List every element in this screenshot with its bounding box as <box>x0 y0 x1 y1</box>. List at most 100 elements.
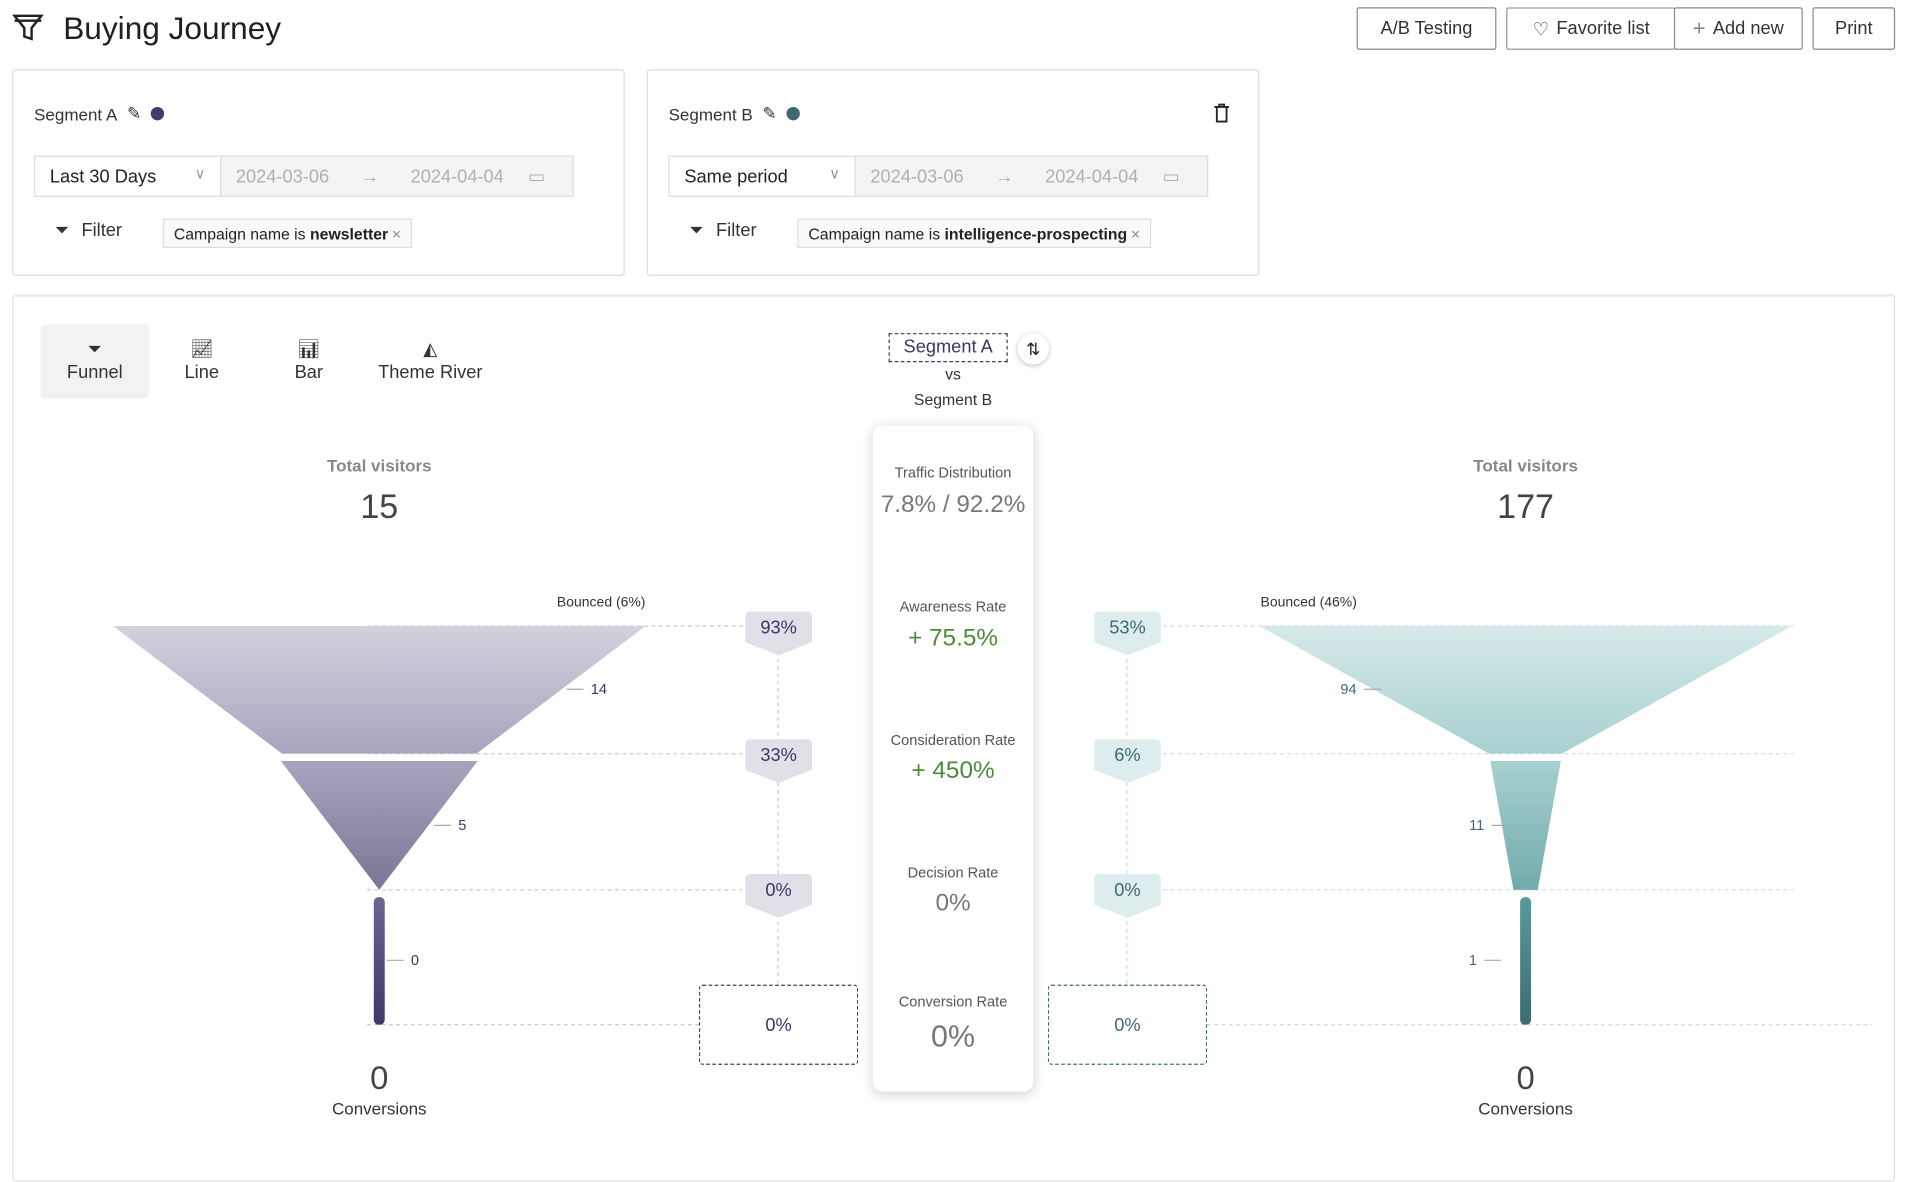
rate-value: 0% <box>1114 880 1141 901</box>
primary-segment-toggle[interactable]: Segment A <box>888 333 1008 363</box>
filter-value: intelligence-prospecting <box>944 224 1128 244</box>
total-visitors-label: Total visitors <box>326 455 432 476</box>
stage-value: 1 <box>1469 953 1477 969</box>
trash-icon[interactable] <box>1213 103 1230 123</box>
stage-value: 11 <box>1469 818 1484 834</box>
funnel-stage-consideration <box>1490 760 1561 890</box>
segment-color-dot <box>786 106 800 121</box>
close-icon[interactable]: × <box>391 224 402 244</box>
period-value: Last 30 Days <box>49 166 157 188</box>
segment-b-card: Segment B ✎ Same period ∨ 2024-03-06 → 2024-… <box>646 69 1260 276</box>
metric-value: + 450% <box>911 757 995 785</box>
filter-label: Filter <box>81 220 122 241</box>
tab-line[interactable]: 📈︎ Line <box>148 325 255 397</box>
segment-a-card: Segment A ✎ Last 30 Days ∨ 2024-03-06 → 2024… <box>12 69 625 276</box>
page-title: Buying Journey <box>63 9 282 47</box>
arrow-right-icon: → <box>995 165 1014 187</box>
conversions-value: 0 <box>370 1060 389 1097</box>
metric-label: Traffic Distribution <box>894 464 1012 482</box>
start-date: 2024-03-06 <box>870 165 964 187</box>
metric-value: 7.8% / 92.2% <box>880 491 1026 518</box>
rate-value: 93% <box>760 617 797 639</box>
funnel-stage-decision <box>373 897 385 1025</box>
metric-label: Consideration Rate <box>890 731 1016 749</box>
filter-tag: Campaign name is newsletter × <box>162 218 412 248</box>
calendar-icon: ▭ <box>528 166 546 188</box>
stage-value: 0 <box>411 953 419 969</box>
metric-label: Conversion Rate <box>898 993 1008 1011</box>
arrow-right-icon: → <box>360 165 379 187</box>
segment-name: Segment A <box>34 103 118 124</box>
total-visitors-value: 15 <box>360 487 399 526</box>
filter-button[interactable]: ⏷ Filter <box>55 220 122 241</box>
line-chart-icon: 📈︎ <box>190 339 214 360</box>
bounced-label: Bounced (46%) <box>1261 594 1357 610</box>
filter-icon: ⏷ <box>689 220 704 241</box>
ab-testing-button[interactable]: A/B Testing <box>1356 7 1497 50</box>
favorite-list-label: Favorite list <box>1556 18 1650 39</box>
end-date: 2024-04-04 <box>1045 165 1139 187</box>
filter-tag: Campaign name is intelligence-prospectin… <box>797 218 1152 248</box>
tab-bar[interactable]: 📊︎ Bar <box>255 325 362 397</box>
conversions-label: Conversions <box>1478 1098 1573 1119</box>
favorite-list-button[interactable]: ♡ Favorite list <box>1506 7 1676 50</box>
heart-icon: ♡ <box>1532 18 1550 40</box>
add-new-button[interactable]: + Add new <box>1673 7 1803 50</box>
conversion-rate-box: 0% <box>698 984 859 1065</box>
conversion-rate-box: 0% <box>1047 984 1208 1065</box>
print-label: Print <box>1835 18 1873 39</box>
edit-icon[interactable]: ✎ <box>127 103 142 123</box>
add-new-label: Add new <box>1712 18 1784 39</box>
segment-name: Segment B <box>668 103 753 124</box>
tab-label: Bar <box>294 362 323 383</box>
bar-chart-icon: 📊︎ <box>297 339 321 360</box>
filter-prefix: Campaign name is <box>173 224 306 244</box>
conversions-value: 0 <box>1516 1060 1535 1097</box>
rate-value: 0% <box>765 880 792 901</box>
funnel-stage-awareness <box>113 626 646 754</box>
bounced-label: Bounced (6%) <box>557 594 646 610</box>
tab-label: Line <box>184 362 220 383</box>
funnel-stage-awareness <box>1259 626 1792 754</box>
stage-value: 94 <box>1340 682 1356 698</box>
filter-button[interactable]: ⏷ Filter <box>689 220 756 241</box>
vs-label: vs <box>945 364 961 383</box>
date-range-input[interactable]: 2024-03-06 → 2024-04-04 ▭ <box>854 155 1209 197</box>
metric-value: 0% <box>935 889 971 917</box>
segment-color-dot <box>151 106 165 121</box>
chevron-down-icon: ∨ <box>194 165 206 183</box>
chevron-down-icon: ∨ <box>829 165 840 183</box>
stage-value: 14 <box>591 682 607 698</box>
tab-theme-river[interactable]: ◭ Theme River <box>365 325 496 397</box>
rate-value: 53% <box>1109 617 1146 639</box>
metric-value: 0% <box>931 1019 975 1054</box>
metric-label: Awareness Rate <box>899 598 1007 616</box>
filter-value: newsletter <box>309 224 389 244</box>
end-date: 2024-04-04 <box>410 165 504 187</box>
tab-funnel[interactable]: ⏷ Funnel <box>41 324 149 397</box>
rate-value: 6% <box>1114 745 1141 766</box>
print-button[interactable]: Print <box>1812 7 1896 50</box>
edit-icon[interactable]: ✎ <box>762 103 777 123</box>
funnel-stage-consideration <box>280 760 478 890</box>
date-range-input[interactable]: 2024-03-06 → 2024-04-04 ▭ <box>220 155 574 197</box>
metric-value: + 75.5% <box>908 624 998 652</box>
conversions-label: Conversions <box>331 1098 427 1119</box>
period-value: Same period <box>684 166 788 188</box>
filter-prefix: Campaign name is <box>808 224 941 244</box>
funnel-icon <box>12 14 44 41</box>
funnel-icon: ⏷ <box>87 338 103 360</box>
total-visitors-value: 177 <box>1497 487 1554 526</box>
comparison-metrics-card: Traffic Distribution 7.8% / 92.2% Awaren… <box>872 425 1034 1092</box>
stage-value: 5 <box>458 818 466 834</box>
swap-icon[interactable]: ⇅ <box>1017 333 1049 365</box>
area-chart-icon: ◭ <box>423 339 438 360</box>
filter-label: Filter <box>716 220 757 241</box>
calendar-icon: ▭ <box>1162 166 1180 188</box>
tab-label: Theme River <box>378 362 483 383</box>
close-icon[interactable]: × <box>1130 224 1141 244</box>
start-date: 2024-03-06 <box>235 165 330 187</box>
tab-label: Funnel <box>66 361 123 383</box>
total-visitors-label: Total visitors <box>1473 455 1578 476</box>
